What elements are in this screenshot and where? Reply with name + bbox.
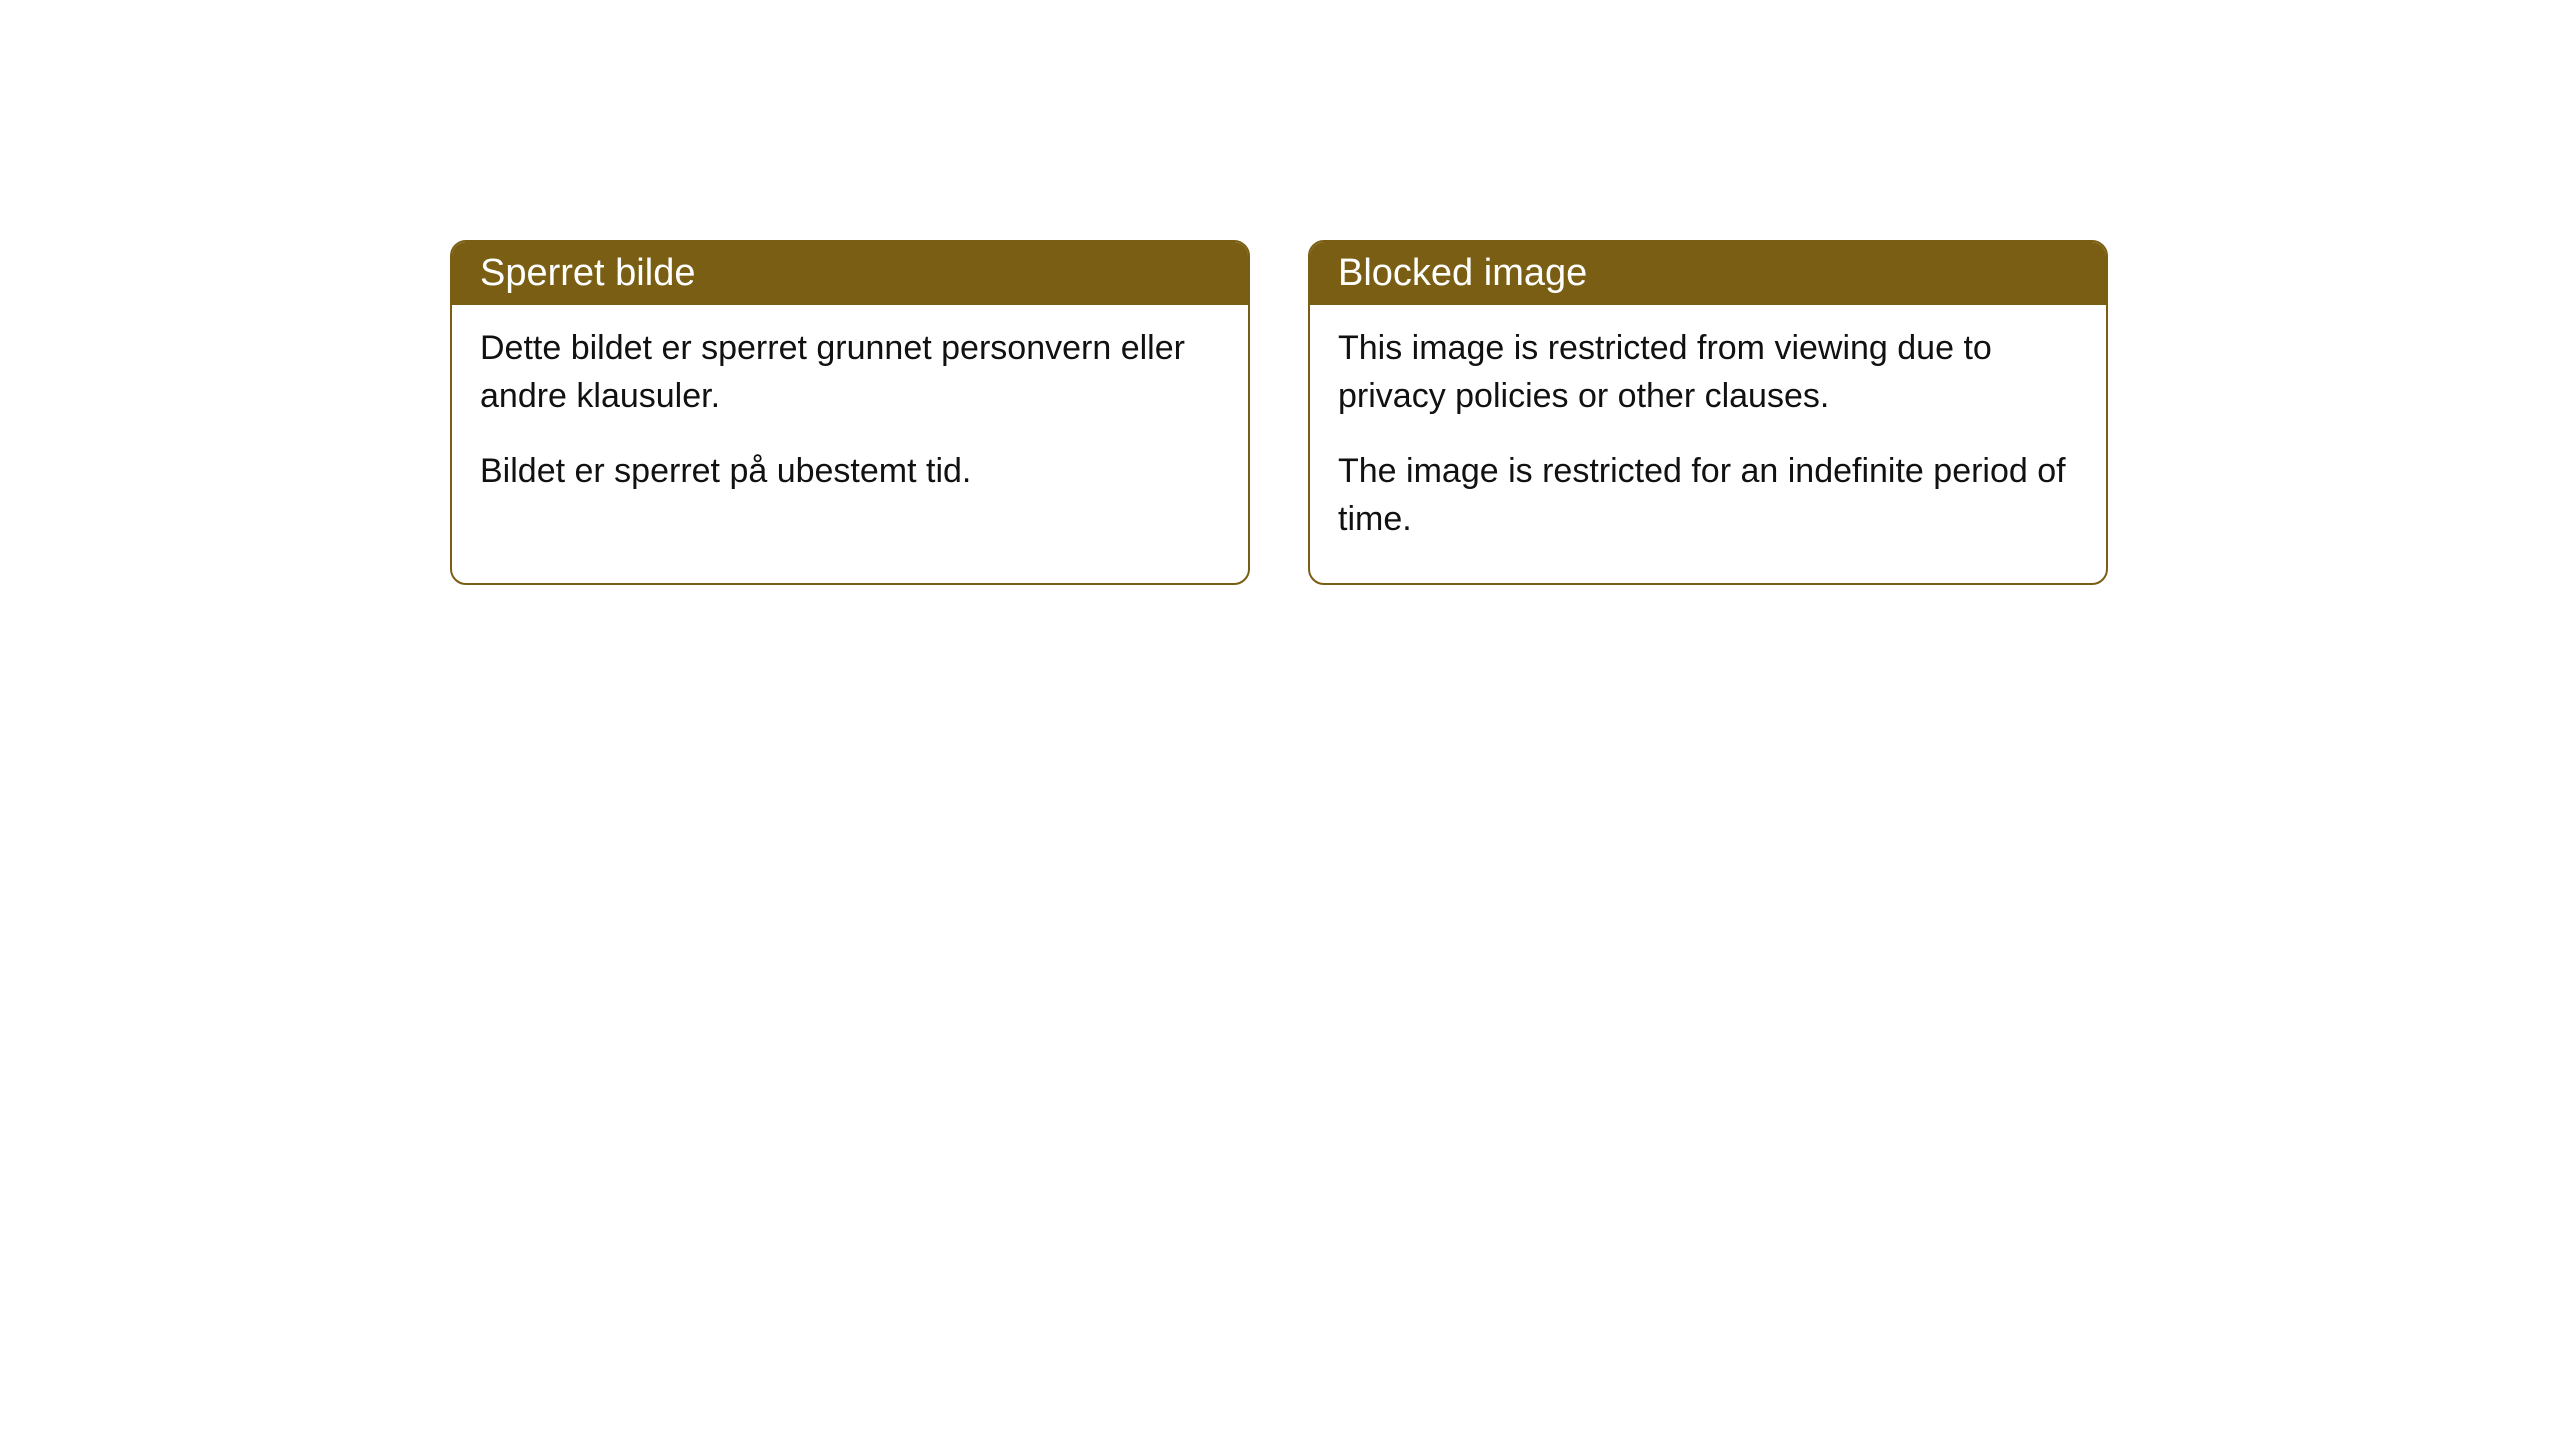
blocked-image-card-english: Blocked image This image is restricted f…	[1308, 240, 2108, 585]
card-body: Dette bildet er sperret grunnet personve…	[452, 305, 1248, 536]
card-paragraph: Dette bildet er sperret grunnet personve…	[480, 325, 1220, 420]
notice-cards-container: Sperret bilde Dette bildet er sperret gr…	[450, 240, 2108, 585]
card-paragraph: The image is restricted for an indefinit…	[1338, 448, 2078, 543]
card-title: Sperret bilde	[480, 252, 695, 294]
card-body: This image is restricted from viewing du…	[1310, 305, 2106, 583]
card-paragraph: This image is restricted from viewing du…	[1338, 325, 2078, 420]
card-header: Blocked image	[1310, 242, 2106, 305]
card-title: Blocked image	[1338, 252, 1587, 294]
card-paragraph: Bildet er sperret på ubestemt tid.	[480, 448, 1220, 496]
card-header: Sperret bilde	[452, 242, 1248, 305]
blocked-image-card-norwegian: Sperret bilde Dette bildet er sperret gr…	[450, 240, 1250, 585]
